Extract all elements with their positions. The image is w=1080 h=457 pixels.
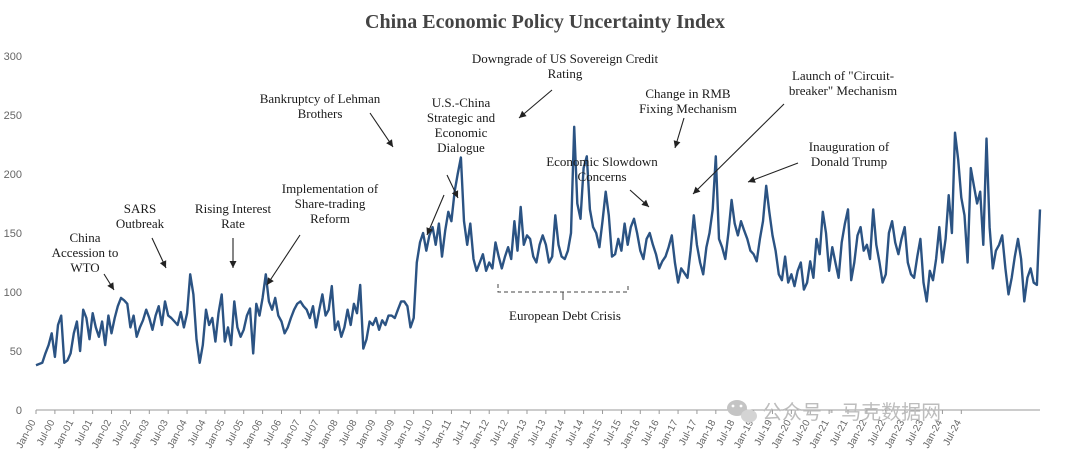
wechat-icon xyxy=(727,400,757,423)
arrow-head-icon xyxy=(451,190,459,198)
arrow-head-icon xyxy=(229,261,237,268)
annotation-arrow xyxy=(266,234,301,286)
annotation-label: Inauguration of xyxy=(809,139,890,154)
arrow-head-icon xyxy=(267,277,274,285)
arrow-head-icon xyxy=(386,139,393,147)
y-tick-label: 200 xyxy=(4,169,22,181)
arrow-head-icon xyxy=(426,227,433,235)
annotation-label: SARS xyxy=(124,201,157,216)
annotation-label: Reform xyxy=(310,211,350,226)
watermark-text: 公众号 · 马克数据网 xyxy=(762,400,941,424)
x-tick-label: Jan-00 xyxy=(15,418,39,451)
series-line-epu xyxy=(35,125,1042,367)
annotation-label: Strategic and xyxy=(427,110,496,125)
annotation-label: Outbreak xyxy=(116,216,165,231)
annotation-label: Dialogue xyxy=(437,140,485,155)
arrow-head-icon xyxy=(673,140,681,148)
annotation-arrow xyxy=(692,103,785,195)
y-tick-label: 0 xyxy=(16,405,22,417)
annotation-label: WTO xyxy=(70,260,99,275)
y-axis: 0 50 100 150 200 250 300 xyxy=(4,51,22,417)
annotation-label: Downgrade of US Sovereign Credit xyxy=(472,51,659,66)
y-tick-label: 150 xyxy=(4,228,22,240)
annotation-label: China xyxy=(69,230,100,245)
annotation-label: Implementation of xyxy=(282,181,379,196)
annotation-label: Change in RMB xyxy=(645,86,731,101)
annotation-label: Rate xyxy=(221,216,245,231)
watermark: 公众号 · 马克数据网 xyxy=(727,400,941,424)
y-tick-label: 300 xyxy=(4,51,22,63)
annotation-arrow xyxy=(518,89,553,119)
chart-title: China Economic Policy Uncertainty Index xyxy=(365,11,725,33)
debt-crisis-bracket xyxy=(497,284,629,293)
annotation-label: Rising Interest xyxy=(195,201,272,216)
annotation-label: Donald Trump xyxy=(811,154,887,169)
x-tick-label: Jul-24 xyxy=(941,418,964,448)
annotation-label: European Debt Crisis xyxy=(509,308,621,323)
annotation-arrow xyxy=(747,162,799,183)
annotation-label: Share-trading xyxy=(295,196,366,211)
annotation-label: Economic Slowdown xyxy=(546,154,658,169)
arrow-head-icon xyxy=(159,260,167,268)
annotation-label: breaker" Mechanism xyxy=(789,83,897,98)
annotation-label: Fixing Mechanism xyxy=(639,101,737,116)
y-tick-label: 250 xyxy=(4,110,22,122)
annotation-label: Accession to xyxy=(52,245,119,260)
y-tick-label: 50 xyxy=(10,346,22,358)
annotation-label: Concerns xyxy=(577,169,626,184)
series-layer xyxy=(35,125,1042,367)
arrow-head-icon xyxy=(641,199,649,207)
annotation-label: Launch of "Circuit- xyxy=(792,68,894,83)
arrow-head-icon xyxy=(748,176,756,183)
annotation-label: Economic xyxy=(435,125,488,140)
x-tick-label: Jan-11 xyxy=(430,418,454,450)
annotation-label: Bankruptcy of Lehman xyxy=(260,91,381,106)
annotation-label: Brothers xyxy=(298,106,343,121)
annotation-label: Rating xyxy=(548,66,583,81)
arrow-head-icon xyxy=(519,110,527,118)
annotation-label: U.S.-China xyxy=(432,95,491,110)
annotation-arrow xyxy=(426,194,445,236)
y-tick-label: 100 xyxy=(4,287,22,299)
arrow-head-icon xyxy=(107,282,114,290)
arrow-head-icon xyxy=(693,186,701,194)
